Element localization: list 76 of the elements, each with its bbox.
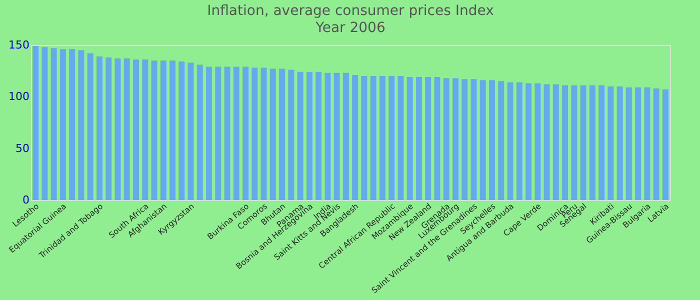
bar [653,88,660,200]
bar [470,79,477,200]
bar [662,89,668,200]
bar [96,56,102,200]
bar [297,72,304,200]
bar [580,85,586,200]
bar [78,50,84,200]
bar [69,49,76,200]
bar [342,72,349,200]
bar [626,87,632,200]
bar [260,68,267,200]
bar [334,72,340,200]
bar [571,85,578,200]
bar [552,84,559,200]
bar [306,72,312,200]
bar [160,60,166,200]
y-tick-label: 150 [8,38,30,52]
bar [398,76,404,200]
bar [178,62,185,200]
bar [598,85,605,200]
y-tick-label: 50 [16,142,30,155]
bar [434,77,440,200]
bar [616,86,623,200]
bar [462,79,468,200]
bar [114,58,121,200]
bar [370,76,376,200]
bar [188,62,194,200]
bar [316,72,322,200]
bar [516,82,522,200]
bar [169,60,176,200]
bar [242,66,249,200]
bar [534,83,541,200]
bar [452,78,458,200]
bar [132,59,139,200]
y-tick-label: 0 [22,194,30,206]
bar [142,59,148,200]
bar [224,66,230,200]
bar [488,80,495,200]
bar [352,74,358,200]
bar [635,87,642,200]
bar [644,87,650,200]
bar [425,77,432,200]
chart-subtitle: Year 2006 [314,20,386,36]
bar [324,72,331,200]
bar [589,85,596,200]
chart-title: Inflation, average consumer prices Index [207,3,494,19]
bar [562,85,568,200]
bar [480,80,486,200]
bar [544,84,550,200]
bar [215,66,222,200]
bar [406,77,413,200]
bar [416,77,422,200]
bar [106,57,112,200]
bar [270,68,276,200]
bar [50,48,57,200]
bar [252,68,258,200]
bar [196,64,203,200]
bar [361,76,368,200]
bar [60,49,66,200]
bar [388,76,395,200]
bar [443,78,450,200]
bar [498,81,504,200]
bar [279,68,286,200]
bar [379,76,386,200]
bar [608,86,614,200]
bar [526,83,532,200]
bar [206,66,212,200]
bar [288,70,294,200]
bar [233,66,240,200]
bar [151,60,158,200]
bar [42,47,48,200]
bar [32,46,39,200]
bar [124,58,130,200]
bar [507,82,514,200]
y-tick-label: 100 [8,90,30,104]
bar [87,53,94,200]
